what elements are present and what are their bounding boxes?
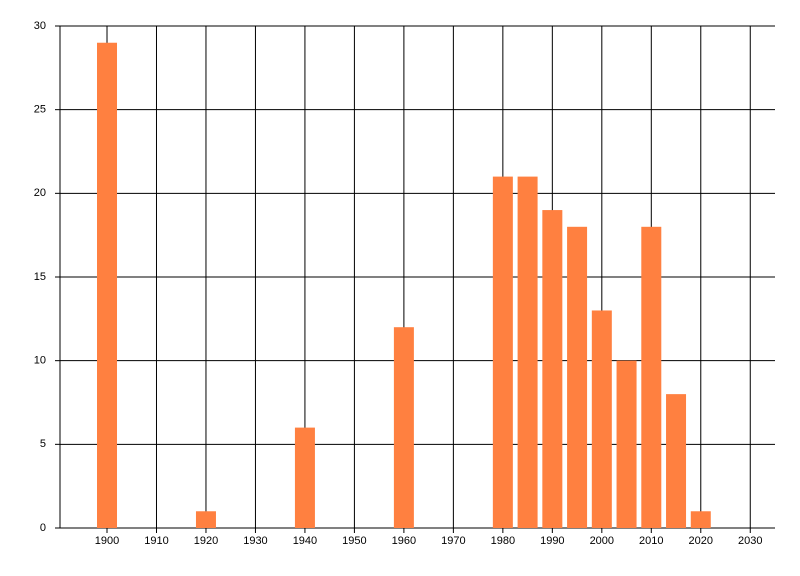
- bar: [666, 394, 687, 528]
- y-tick-label: 25: [34, 104, 46, 116]
- x-tick-label: 1950: [342, 535, 366, 547]
- bar: [97, 42, 118, 528]
- bar: [641, 226, 662, 529]
- x-tick-label: 1920: [194, 535, 218, 547]
- x-tick-label: 2020: [689, 535, 713, 547]
- y-tick-label: 15: [34, 271, 46, 283]
- y-tick-label: 20: [34, 187, 46, 199]
- bar: [195, 511, 216, 528]
- bar: [690, 511, 711, 528]
- x-tick-label: 1960: [392, 535, 416, 547]
- bar: [393, 327, 414, 528]
- y-tick-label: 0: [40, 522, 46, 534]
- x-tick-label: 1970: [441, 535, 465, 547]
- x-tick-label: 2000: [590, 535, 614, 547]
- x-tick-label: 2030: [738, 535, 762, 547]
- x-tick-label: 1930: [243, 535, 267, 547]
- bar: [542, 210, 563, 529]
- x-tick-label: 1910: [144, 535, 168, 547]
- x-tick-label: 1980: [491, 535, 515, 547]
- y-tick-label: 10: [34, 355, 46, 367]
- x-tick-label: 1990: [540, 535, 564, 547]
- y-tick-label: 30: [34, 20, 46, 32]
- bar: [517, 176, 538, 528]
- x-tick-label: 2010: [639, 535, 663, 547]
- bar: [492, 176, 513, 528]
- bar: [294, 427, 315, 528]
- x-tick-label: 1900: [95, 535, 119, 547]
- x-tick-label: 1940: [293, 535, 317, 547]
- bar: [591, 310, 612, 528]
- y-tick-label: 5: [40, 438, 46, 450]
- bar: [567, 226, 588, 529]
- bar: [616, 360, 637, 528]
